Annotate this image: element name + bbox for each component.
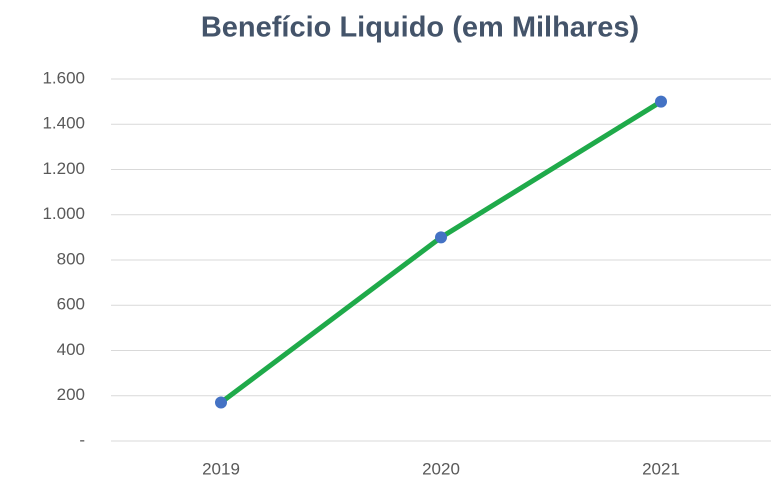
x-tick-label: 2020 xyxy=(422,459,460,478)
y-tick-label: 1.000 xyxy=(42,204,85,223)
y-tick-label: 1.200 xyxy=(42,159,85,178)
y-tick-label: 800 xyxy=(57,249,85,268)
marker xyxy=(215,396,227,409)
line xyxy=(218,99,664,406)
y-tick-label: 600 xyxy=(57,295,85,314)
chart-title: Benefício Liquido (em Milhares) xyxy=(201,12,639,44)
x-tick-label: 2019 xyxy=(202,459,240,478)
marker xyxy=(655,95,667,108)
y-tick-label: 1.400 xyxy=(42,114,85,133)
y-tick-label: 1.600 xyxy=(42,68,85,87)
y-tick-label: 200 xyxy=(57,385,85,404)
y-tick-label: 400 xyxy=(57,340,85,359)
marker xyxy=(435,231,447,244)
x-tick-label: 2021 xyxy=(642,459,680,478)
y-tick-label: - xyxy=(79,430,85,449)
